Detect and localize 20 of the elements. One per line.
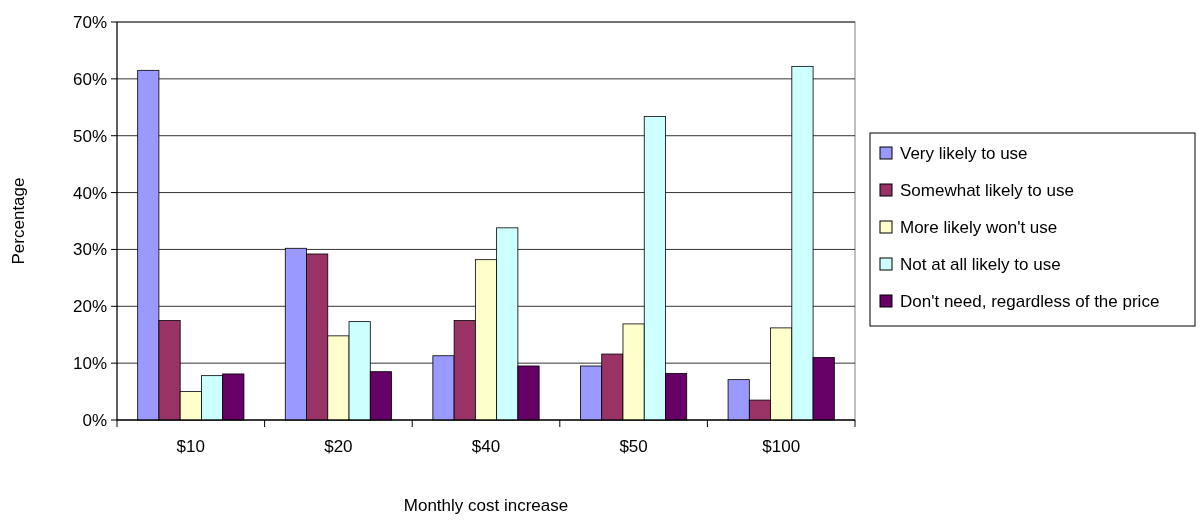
legend-label: Somewhat likely to use <box>900 180 1074 200</box>
y-axis-title: Percentage <box>9 177 28 265</box>
y-tick-label: 40% <box>72 183 107 203</box>
x-tick-label: $10 <box>176 437 205 456</box>
x-tick-label: $20 <box>324 437 353 456</box>
y-tick-label: 20% <box>72 297 107 317</box>
y-tick-label: 50% <box>72 126 107 146</box>
y-tick-label: 30% <box>72 240 107 260</box>
x-tick-label: $50 <box>619 437 648 456</box>
x-tick-label: $40 <box>471 437 501 456</box>
legend-label: Don't need, regardless of the price <box>900 291 1160 311</box>
y-tick-label: 70% <box>72 12 107 32</box>
x-axis-title: Monthly cost increase <box>403 496 569 515</box>
y-tick-label: 60% <box>72 69 107 89</box>
legend-label: More likely won't use <box>900 217 1058 237</box>
y-tick-label: 10% <box>72 354 107 374</box>
y-tick-label: 0% <box>82 410 107 430</box>
legend-label: Not at all likely to use <box>900 254 1061 274</box>
legend-label: Very likely to use <box>900 143 1028 163</box>
x-tick-label: $100 <box>762 437 801 456</box>
